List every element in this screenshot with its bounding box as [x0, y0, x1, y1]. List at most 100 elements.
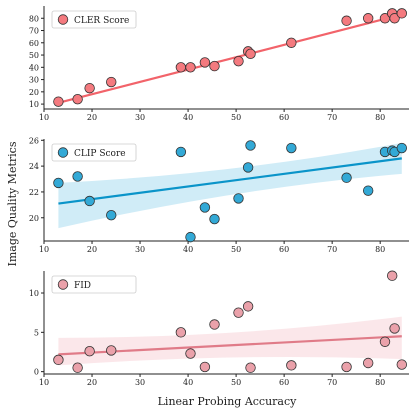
- panel-2-data-point: [396, 142, 407, 154]
- panel-2-data-point: [362, 185, 374, 196]
- panel-1-x-tick-label: 60: [279, 113, 289, 122]
- panel-2-data-point: [209, 213, 220, 225]
- panel-2-x-tick-label: 50: [231, 245, 241, 254]
- panel-2-x-tick-label: 60: [279, 245, 289, 254]
- panel-2-data-point: [53, 177, 64, 189]
- panel-1-y-tick-label: 50: [29, 51, 39, 60]
- panel-1-x-tick-label: 40: [183, 113, 193, 122]
- panel-3-y-tick-label: 0: [34, 368, 39, 377]
- panel-1-data-point: [209, 60, 220, 72]
- panel-1-data-point: [84, 82, 95, 94]
- panel-3-data-point: [386, 270, 398, 281]
- panel-3-x-tick-label: 70: [327, 378, 337, 387]
- panel-2-data-point: [341, 172, 352, 183]
- panel-1-data-point: [72, 93, 83, 105]
- panel-2-x-tick-label: 70: [327, 245, 337, 254]
- panel-1-data-point: [233, 55, 244, 67]
- panel-3-data-point: [233, 307, 244, 318]
- panel-3-data-point: [362, 357, 374, 369]
- y-axis-label: Image Quality Metrics: [6, 141, 19, 266]
- panel-3-x-tick-label: 20: [87, 378, 97, 387]
- panel-2-y-tick-label: 26: [29, 136, 39, 145]
- panel-2-y-tick-label: 20: [29, 214, 39, 223]
- panel-2-legend-label: CLIP Score: [74, 149, 126, 159]
- panel-3-data-point: [286, 360, 297, 371]
- panel-3-legend-label: FID: [74, 281, 91, 291]
- panel-1-data-point: [185, 62, 196, 73]
- panel-1-y-tick-label: 30: [29, 76, 39, 85]
- panel-1-x-tick-label: 50: [231, 113, 241, 122]
- panel-3-legend-box: [51, 275, 137, 294]
- panel-2-data-point: [199, 202, 211, 213]
- panel-3-data-point: [242, 301, 254, 312]
- panel-2-data-point: [175, 146, 187, 158]
- panel-2-data-point: [233, 193, 244, 204]
- panel-2-data-point: [72, 171, 83, 182]
- panel-1-y-tick-label: 80: [29, 14, 39, 23]
- panel-1-data-point: [199, 57, 211, 68]
- panel-2-x-tick-label: 30: [135, 245, 145, 254]
- panel-1-data-point: [106, 76, 117, 88]
- panel-3-data-point: [209, 319, 220, 330]
- panel-2-legend-marker: [57, 147, 69, 158]
- panel-1-x-tick-label: 30: [135, 113, 145, 122]
- panel-3-data-point: [175, 327, 187, 338]
- panel-2-x-tick-label: 40: [183, 245, 193, 254]
- panel-2-confidence-band: [58, 142, 402, 229]
- panel-1-x-tick-label: 70: [327, 113, 337, 122]
- panel-1-data-point: [245, 48, 256, 60]
- panel-2-legend-box: [51, 143, 137, 162]
- panel-2-y-tick-label: 24: [29, 162, 39, 171]
- panel-3-x-tick-label: 60: [279, 378, 289, 387]
- panel-1-y-tick-label: 20: [29, 88, 39, 97]
- panel-1-regression-line: [58, 13, 403, 104]
- panel-2-data-point: [185, 231, 196, 243]
- panel-3-data-point: [84, 345, 95, 357]
- panel-3-x-tick-label: 10: [39, 378, 49, 387]
- panel-1-legend-marker: [57, 14, 69, 25]
- panel-1-data-point: [362, 13, 374, 24]
- panel-3-data-point: [389, 323, 400, 334]
- panel-3-legend-marker: [57, 279, 69, 290]
- panel-3-data-point: [245, 362, 256, 373]
- panel-1-data-point: [53, 96, 64, 107]
- panel-1-x-tick-label: 10: [39, 113, 49, 122]
- panel-2-data-point: [242, 162, 254, 173]
- panel-3-data-point: [106, 345, 117, 356]
- panel-3-data-point: [379, 336, 391, 347]
- panel-1-legend-label: CLER Score: [74, 16, 129, 26]
- panel-3-x-tick-label: 40: [183, 378, 193, 387]
- panel-3-x-tick-label: 50: [231, 378, 241, 387]
- panel-3-data-point: [199, 361, 211, 373]
- panel-1-data-point: [341, 15, 352, 26]
- panel-3-y-tick-label: 5: [34, 328, 39, 337]
- panel-3-y-tick-label: 10: [29, 289, 39, 298]
- panel-1-x-tick-label: 80: [375, 113, 385, 122]
- panel-3-data-point: [72, 362, 83, 373]
- panel-3-confidence-band: [58, 316, 402, 366]
- panel-1-legend-box: [51, 10, 137, 29]
- panel-2-x-tick-label: 80: [375, 245, 385, 254]
- x-axis-label: Linear Probing Accuracy: [158, 395, 298, 408]
- panel-3-data-point: [396, 359, 407, 370]
- panel-1-y-tick-label: 40: [29, 63, 39, 72]
- panel-2-data-point: [84, 195, 95, 207]
- panel-2-data-point: [106, 209, 117, 221]
- panel-1-data-point: [396, 8, 407, 19]
- panel-2-y-tick-label: 22: [29, 188, 39, 197]
- panel-3-x-tick-label: 80: [375, 378, 385, 387]
- panel-3-data-point: [53, 354, 64, 366]
- panel-2-data-point: [245, 140, 256, 151]
- panel-3-data-point: [341, 361, 352, 373]
- panel-2-x-tick-label: 20: [87, 245, 97, 254]
- panel-1-y-tick-label: 10: [29, 100, 39, 109]
- panel-2-x-tick-label: 10: [39, 245, 49, 254]
- panel-1-data-point: [389, 13, 400, 24]
- panel-3-x-tick-label: 30: [135, 378, 145, 387]
- panel-2-regression-line: [58, 157, 402, 205]
- panel-1-y-tick-label: 70: [29, 27, 39, 36]
- panel-1-x-tick-label: 20: [87, 113, 97, 122]
- panel-1-data-point: [175, 62, 187, 73]
